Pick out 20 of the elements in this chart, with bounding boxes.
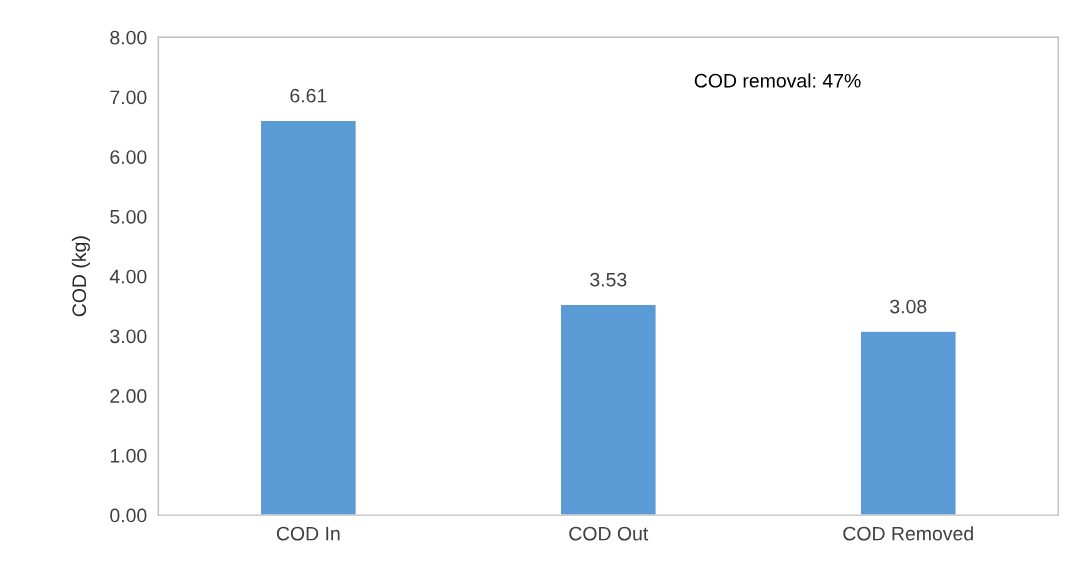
y-tick-label: 8.00 (110, 30, 147, 45)
y-tick-label: 4.00 (109, 269, 147, 284)
x-tick-label: COD Out (569, 526, 649, 541)
y-tick-label: 7.00 (110, 90, 147, 105)
data-label: 3.53 (590, 272, 627, 287)
y-tick-label: 5.00 (110, 209, 147, 224)
y-tick-label: 6.00 (110, 150, 147, 164)
y-tick-label: 2.00 (110, 389, 147, 403)
x-tick-label: COD In (276, 526, 340, 541)
x-tick-label: COD Removed (843, 526, 973, 541)
data-label: 3.08 (890, 299, 927, 314)
bar (559, 303, 657, 516)
annotation: COD removal: 47% (694, 73, 861, 88)
bar (259, 119, 358, 516)
y-tick-label: 1.00 (110, 448, 147, 463)
bar (859, 330, 957, 516)
y-tick-label: 3.00 (110, 329, 147, 344)
y-tick-label: 0.00 (110, 508, 147, 523)
y-axis-title: COD (kg) (71, 236, 90, 317)
data-label: 6.61 (290, 88, 327, 103)
